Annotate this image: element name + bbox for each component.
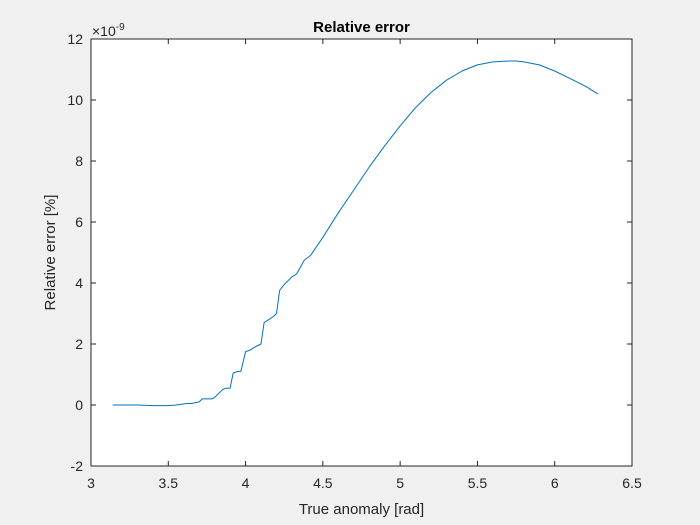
x-tick-label: 6.5 <box>622 475 642 491</box>
y-tick-label: 0 <box>75 397 83 413</box>
x-tick-label: 3 <box>87 475 95 491</box>
axes-background <box>91 39 632 466</box>
y-tick-label: 4 <box>75 275 83 291</box>
x-tick-label: 4.5 <box>313 475 333 491</box>
y-exponent-base: ×10 <box>92 23 116 39</box>
y-exponent-power: -9 <box>116 22 125 33</box>
x-axis-label: True anomaly [rad] <box>299 501 424 518</box>
x-tick-label: 3.5 <box>159 475 179 491</box>
y-tick-label: 10 <box>67 92 83 108</box>
x-tick-label: 5 <box>396 475 404 491</box>
x-tick-label: 5.5 <box>468 475 488 491</box>
x-tick-label: 4 <box>242 475 250 491</box>
y-tick-label: 12 <box>67 31 83 47</box>
y-ticks: -2 0 2 4 6 8 10 12 <box>67 31 632 474</box>
axes-box <box>90 38 633 467</box>
chart-title: Relative error <box>313 19 410 36</box>
series-line-relative-error <box>112 60 599 407</box>
y-tick-label: 6 <box>75 214 83 230</box>
y-exponent-label: ×10-9 <box>92 22 125 39</box>
y-tick-label: -2 <box>71 458 84 474</box>
y-tick-label: 2 <box>75 336 83 352</box>
y-axis-label: Relative error [%] <box>42 195 59 311</box>
x-tick-label: 6 <box>551 475 559 491</box>
y-tick-label: 8 <box>75 153 83 169</box>
